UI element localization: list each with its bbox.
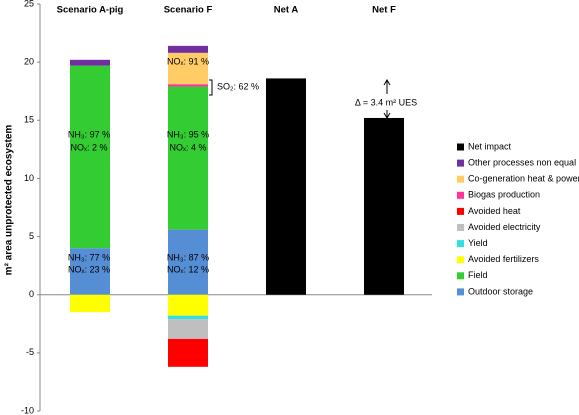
- category-label: Net F: [372, 5, 396, 16]
- y-tick-label: -10: [21, 405, 34, 415]
- annotation: NH₃: 95 %: [167, 129, 209, 139]
- annotation: SO₂: 62 %: [217, 81, 259, 91]
- y-tick-label: -5: [26, 347, 34, 357]
- legend-swatch: [457, 288, 464, 296]
- bracket: [209, 79, 213, 96]
- legend-label: Avoided electricity: [468, 222, 541, 232]
- legend-swatch: [457, 256, 464, 264]
- legend-swatch: [457, 207, 464, 215]
- legend-label: Net impact: [468, 141, 512, 151]
- annotation: Δ = 3.4 m² UES: [355, 97, 417, 107]
- bar-segment: [266, 78, 306, 295]
- legend-label: Other processes non equal: [468, 157, 576, 167]
- bar-segment: [70, 65, 110, 249]
- legend-swatch: [457, 159, 464, 167]
- bar-segment: [70, 294, 110, 313]
- legend-swatch: [457, 240, 464, 248]
- category-label: Scenario F: [164, 5, 213, 16]
- y-tick-label: 10: [24, 173, 34, 183]
- bar-segment: [364, 117, 404, 295]
- legend-swatch: [457, 175, 464, 183]
- legend-label: Avoided fertilizers: [468, 254, 539, 264]
- category-label: Net A: [274, 5, 299, 16]
- y-tick-label: 5: [29, 231, 34, 241]
- annotation: NOₓ: 2 %: [71, 142, 108, 152]
- bar-segment: [168, 229, 208, 295]
- y-tick-label: 0: [29, 289, 34, 299]
- bar-segment: [168, 86, 208, 230]
- bar-segment: [168, 84, 208, 87]
- bar-segment: [168, 52, 208, 85]
- y-axis-label: m² area unprotected ecosystem: [4, 125, 15, 276]
- bar-segment: [70, 248, 110, 295]
- annotation: NH₃: 77 %: [68, 252, 110, 262]
- legend-label: Outdoor storage: [468, 286, 533, 296]
- bar-segment: [168, 45, 208, 53]
- annotation: NH₃: 97 %: [68, 129, 110, 139]
- bar-segment: [70, 59, 110, 66]
- y-tick-label: 20: [24, 57, 34, 67]
- legend-swatch: [457, 224, 464, 231]
- legend-swatch: [457, 272, 464, 280]
- annotation: NOₓ: 4 %: [170, 142, 207, 152]
- annotation: NH₃: 87 %: [167, 252, 209, 262]
- legend-swatch: [457, 143, 464, 151]
- legend-swatch: [457, 191, 464, 199]
- legend-label: Avoided heat: [468, 206, 521, 216]
- bar-segment: [168, 338, 208, 367]
- legend-label: Co-generation heat & power: [468, 174, 579, 184]
- annotation: NOₓ: 91 %: [167, 56, 209, 66]
- bar-segment: [168, 319, 208, 339]
- annotation: NOₓ: 12 %: [167, 264, 209, 274]
- y-tick-label: 25: [24, 0, 34, 8]
- legend-label: Yield: [468, 238, 488, 248]
- bar-segment: [168, 315, 208, 320]
- annotation: NOₓ: 23 %: [68, 264, 110, 274]
- y-tick-label: 15: [24, 115, 34, 125]
- legend-label: Biogas production: [468, 190, 540, 200]
- bar-segment: [168, 294, 208, 316]
- category-label: Scenario A-pig: [57, 5, 124, 16]
- legend-label: Field: [468, 270, 488, 280]
- arrows: [383, 79, 391, 119]
